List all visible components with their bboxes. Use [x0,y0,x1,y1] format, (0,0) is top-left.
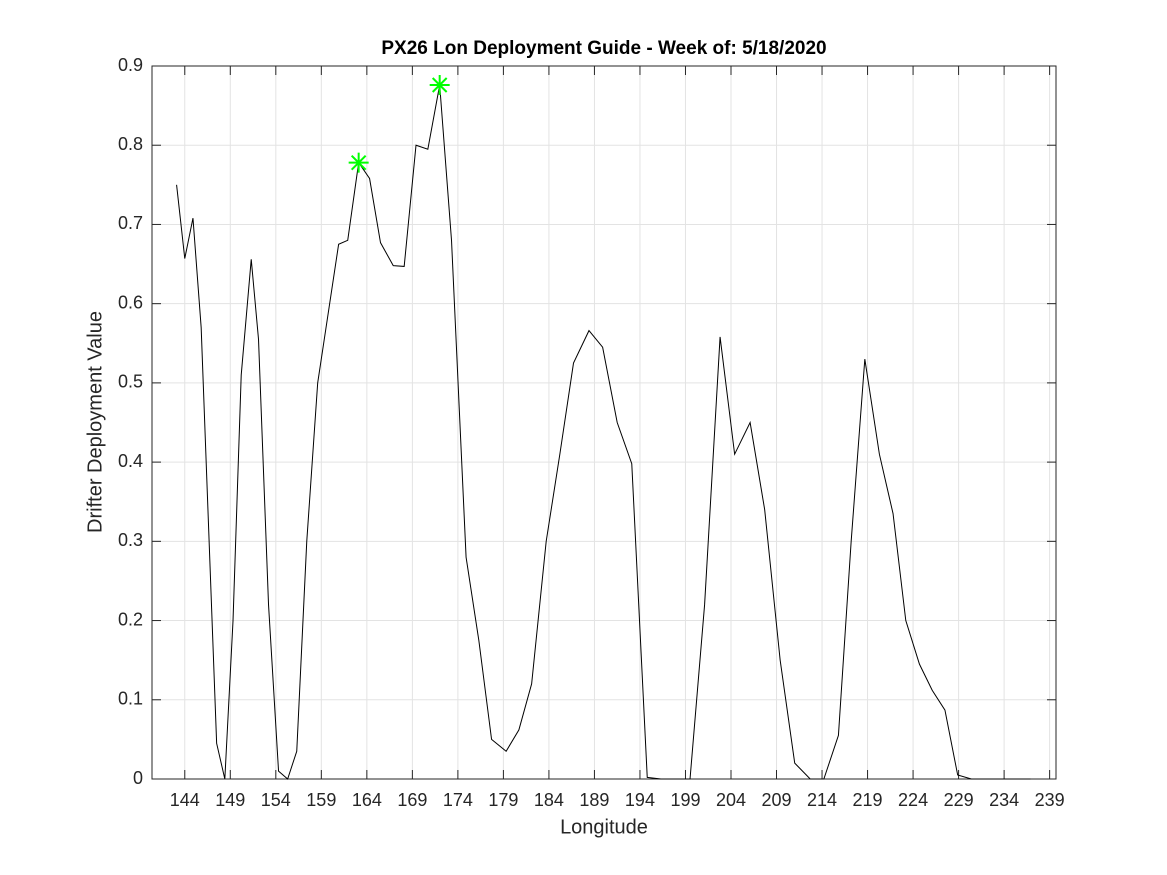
y-tick-label: 0.6 [118,292,143,312]
y-tick-label: 0 [133,768,143,788]
y-tick-label: 0.4 [118,451,143,471]
y-tick-label: 0.8 [118,134,143,154]
x-tick-label: 239 [1035,790,1065,810]
y-tick-label: 0.1 [118,689,143,709]
y-axis-label: Drifter Deployment Value [84,311,106,533]
chart-title: PX26 Lon Deployment Guide - Week of: 5/1… [381,38,826,59]
x-tick-label: 219 [853,790,883,810]
x-tick-label: 184 [534,790,564,810]
x-tick-label: 154 [261,790,291,810]
x-tick-label: 169 [397,790,427,810]
x-tick-label: 164 [352,790,382,810]
y-tick-label: 0.3 [118,530,143,550]
x-tick-label: 194 [625,790,655,810]
x-tick-label: 179 [488,790,518,810]
data-line [176,84,1031,780]
x-axis-label: Longitude [560,816,648,838]
x-tick-label: 189 [579,790,609,810]
x-tick-label: 199 [670,790,700,810]
x-tick-label: 209 [761,790,791,810]
x-tick-label: 234 [989,790,1019,810]
marker-stroke [350,154,367,171]
y-tick-label: 0.7 [118,213,143,233]
highlight-marker [348,152,369,173]
x-tick-label: 224 [898,790,928,810]
x-tick-label: 229 [944,790,974,810]
x-tick-label: 174 [443,790,473,810]
y-tick-label: 0.2 [118,609,143,629]
marker-stroke [431,77,448,93]
y-tick-label: 0.5 [118,372,143,392]
highlight-marker [429,75,450,96]
y-tick-label: 0.9 [118,55,143,75]
x-tick-label: 149 [215,790,245,810]
x-tick-label: 159 [306,790,336,810]
x-tick-label: 214 [807,790,837,810]
x-tick-label: 204 [716,790,746,810]
x-tick-label: 144 [170,790,200,810]
plot-box [151,65,1057,780]
